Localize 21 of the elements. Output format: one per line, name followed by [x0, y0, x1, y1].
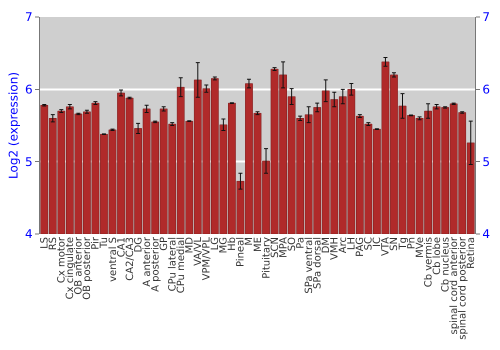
x-tick-label: Retina — [466, 237, 477, 269]
x-tick-label: GP — [158, 237, 170, 251]
x-tick-label: DG — [133, 237, 144, 252]
y2-tick-label: 5 — [482, 154, 490, 169]
y-tick-label: 7 — [24, 10, 33, 24]
x-tick-label: MVe — [414, 237, 426, 258]
y-tick-label: 4 — [24, 227, 33, 242]
y-tick-label: 5 — [24, 154, 33, 169]
x-tick-label: Cb lobe — [432, 237, 443, 275]
x-tick-label: Pa — [295, 237, 306, 249]
x-tick-label: ME — [252, 237, 264, 252]
y2-tick-label: 4 — [482, 227, 490, 242]
y2-tick-label: 7 — [482, 10, 490, 24]
x-tick-label: Tg — [398, 237, 409, 250]
y-axis-title: Log2 (expression) — [6, 72, 20, 179]
x-tick-label: spinal cord posterior — [457, 236, 468, 340]
x-tick-label: Pituitary — [261, 236, 272, 279]
x-tick-label: OB posterior — [82, 236, 94, 300]
y2-tick-label: 6 — [482, 82, 490, 97]
x-tick-label: A posterior — [150, 236, 162, 292]
y-tick-label: 6 — [24, 82, 33, 97]
